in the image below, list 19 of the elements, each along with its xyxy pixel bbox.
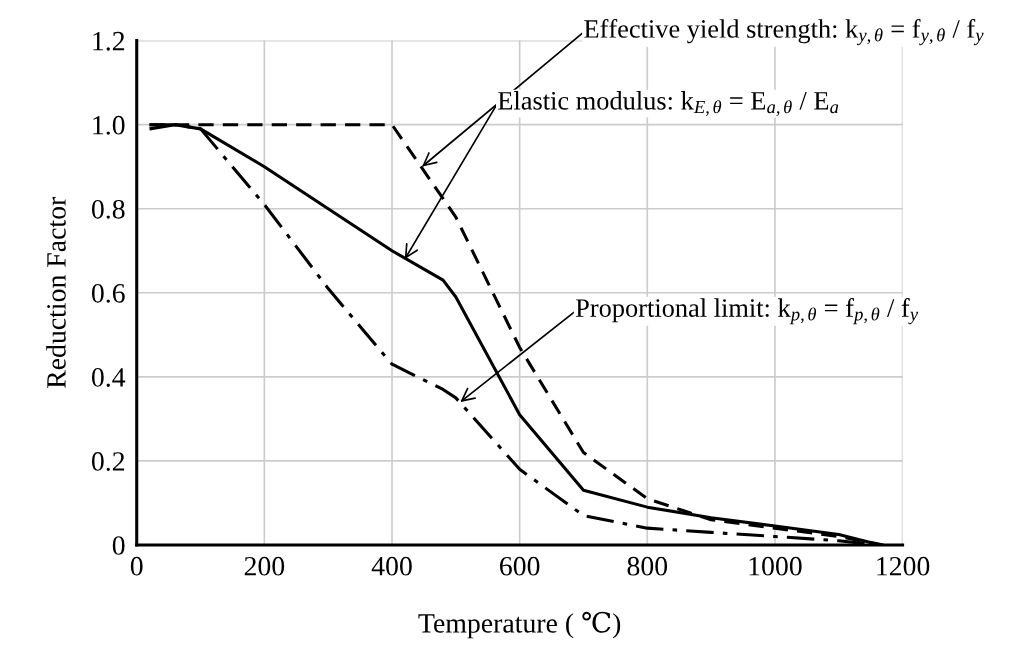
- y-tick-label: 0.6: [91, 283, 125, 303]
- x-axis-title: Temperature ( ℃): [418, 611, 621, 639]
- x-tick-label: 600: [500, 556, 540, 576]
- y-tick-label: 1.0: [93, 115, 125, 135]
- y-tick-label: 0.4: [91, 368, 126, 387]
- x-tick-label: 400: [371, 556, 412, 576]
- x-tick-label: 800: [627, 556, 668, 576]
- x-tick-label: 0: [130, 556, 143, 576]
- x-tick-label: 1000: [749, 556, 802, 576]
- annotation: Elastic modulus: k$_{E,θ}$ = E$_{a,θ}$ / E$_{a}$: [498, 91, 839, 116]
- y-tick-label: 1.2: [93, 31, 125, 51]
- y-tick-label: 0: [112, 536, 125, 555]
- y-tick-label: 0.2: [91, 452, 125, 471]
- annotation: Proportional limit: k$_{p,θ}$ = f$_{p,θ}$ / f$_{y}$: [575, 298, 919, 325]
- y-tick-label: 0.8: [91, 199, 125, 219]
- x-tick-label: 200: [244, 556, 285, 576]
- y-axis-title: Reduction Factor: [46, 196, 66, 389]
- annotation: Effective yield strength: k$_{y,θ}$ = f$_{y,θ}$ / f$_{y}$: [584, 19, 984, 46]
- x-tick-label: 1200: [877, 556, 930, 576]
